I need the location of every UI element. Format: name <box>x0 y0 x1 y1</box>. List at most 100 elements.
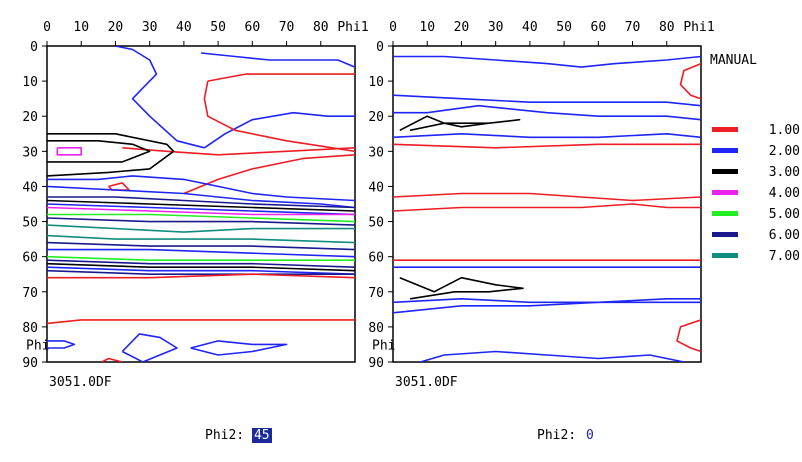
contour-level-6 <box>47 241 355 251</box>
x-tick-label: 0 <box>389 20 397 35</box>
legend-swatch-1 <box>712 127 738 132</box>
contour-level-2 <box>203 111 355 149</box>
x-tick-label: 30 <box>142 20 158 35</box>
legend-label-4: 4.00 <box>769 186 800 201</box>
x-tick-label: 70 <box>279 20 295 35</box>
x-axis-label: Phi1 <box>337 20 368 35</box>
legend-swatch-3 <box>712 169 738 174</box>
status-right-label: Phi2: <box>537 428 577 443</box>
legend-label-2: 2.00 <box>769 144 800 159</box>
x-tick-label: 60 <box>591 20 607 35</box>
y-tick-label: 90 <box>368 356 384 371</box>
contour-level-2 <box>393 133 701 139</box>
contour-level-2 <box>393 301 701 314</box>
contour-level-7 <box>47 224 355 233</box>
x-tick-label: 0 <box>43 20 51 35</box>
x-tick-label: 60 <box>245 20 261 35</box>
y-tick-label: 10 <box>22 75 38 90</box>
y-tick-label: 10 <box>368 75 384 90</box>
legend-swatch-7 <box>712 253 738 258</box>
contour-level-7 <box>47 234 355 244</box>
legend-label-7: 7.00 <box>769 249 800 264</box>
legend-swatch-6 <box>712 232 738 237</box>
legend-label-5: 5.00 <box>769 207 800 222</box>
contour-level-2 <box>393 55 701 68</box>
contour-level-3 <box>399 276 524 300</box>
contour-level-3 <box>47 140 151 163</box>
contour-level-2 <box>47 340 76 349</box>
y-tick-label: 50 <box>368 216 384 231</box>
x-tick-label: 20 <box>454 20 470 35</box>
x-tick-label: 50 <box>556 20 572 35</box>
status-right-value[interactable]: 0 <box>585 428 594 443</box>
y-tick-label: 40 <box>368 180 384 195</box>
contour-panel-left: 0 10 20 30 40 50 60 70 80 Phi1 0 10 20 30 40 50 60 70 80 90… <box>22 20 368 390</box>
y-tick-label: 50 <box>22 216 38 231</box>
contour-level-4 <box>56 147 82 156</box>
y-tick-label: 90 <box>22 356 38 371</box>
contour-level-6 <box>47 269 355 276</box>
contour-level-6 <box>47 196 355 209</box>
contour-level-1 <box>101 357 123 362</box>
y-tick-label: 60 <box>22 251 38 266</box>
y-tick-label: 70 <box>22 286 38 301</box>
y-tick-label: 70 <box>368 286 384 301</box>
legend-swatch-4 <box>712 190 738 195</box>
legend: MANUAL 1.00 2.00 3.00 4.00 5.00 6.00 7.00 <box>710 53 800 264</box>
legend-label-3: 3.00 <box>769 165 800 180</box>
contour-level-1 <box>393 143 701 149</box>
x-axis-label: Phi1 <box>683 20 714 35</box>
x-tick-label: 50 <box>210 20 226 35</box>
legend-label-6: 6.00 <box>769 228 800 243</box>
contour-level-2 <box>115 46 205 149</box>
contour-level-1 <box>47 319 355 325</box>
x-tick-label: 30 <box>488 20 504 35</box>
status-right: Phi2: 0 <box>537 428 596 443</box>
y-tick-label: 40 <box>22 180 38 195</box>
y-tick-label: 60 <box>368 251 384 266</box>
contour-level-2 <box>47 248 355 258</box>
footer-label: 3051.0DF <box>49 375 112 390</box>
contour-level-1 <box>203 80 355 153</box>
x-tick-label: 10 <box>419 20 435 35</box>
contour-level-2 <box>47 185 355 209</box>
y-tick-label: 80 <box>368 321 384 336</box>
contour-level-2 <box>47 175 355 202</box>
contour-level-2 <box>121 333 178 362</box>
footer-label: 3051.0DF <box>395 375 458 390</box>
contour-level-2 <box>47 203 355 216</box>
contour-level-1 <box>676 319 701 353</box>
y-tick-label: 80 <box>22 321 38 336</box>
contour-level-3 <box>47 262 355 272</box>
x-tick-label: 80 <box>659 20 675 35</box>
plot-frame <box>46 45 356 363</box>
contour-level-1 <box>393 203 701 212</box>
contour-level-1 <box>207 73 355 82</box>
contour-level-3 <box>47 133 175 177</box>
legend-swatch-5 <box>712 211 738 216</box>
plot-frame <box>392 45 702 363</box>
contour-level-1 <box>679 62 701 100</box>
contour-level-3 <box>399 115 521 132</box>
x-tick-label: 40 <box>522 20 538 35</box>
contour-level-5 <box>47 255 355 262</box>
contour-level-6 <box>47 217 355 226</box>
legend-label-1: 1.00 <box>769 123 800 138</box>
contour-level-1 <box>47 273 355 279</box>
contour-level-2 <box>190 340 288 356</box>
contour-level-2 <box>393 297 701 304</box>
contour-level-2 <box>393 94 701 107</box>
contour-lines <box>47 46 355 362</box>
legend-swatch-2 <box>712 148 738 153</box>
x-tick-label: 20 <box>108 20 124 35</box>
contour-level-2 <box>200 52 355 68</box>
y-tick-label: 30 <box>22 145 38 160</box>
contour-lines <box>393 55 701 362</box>
legend-title: MANUAL <box>710 53 757 68</box>
contour-level-2 <box>420 350 685 362</box>
contour-level-6 <box>47 259 355 268</box>
status-left-value[interactable]: 45 <box>251 428 272 443</box>
x-tick-label: 80 <box>313 20 329 35</box>
x-tick-label: 40 <box>176 20 192 35</box>
